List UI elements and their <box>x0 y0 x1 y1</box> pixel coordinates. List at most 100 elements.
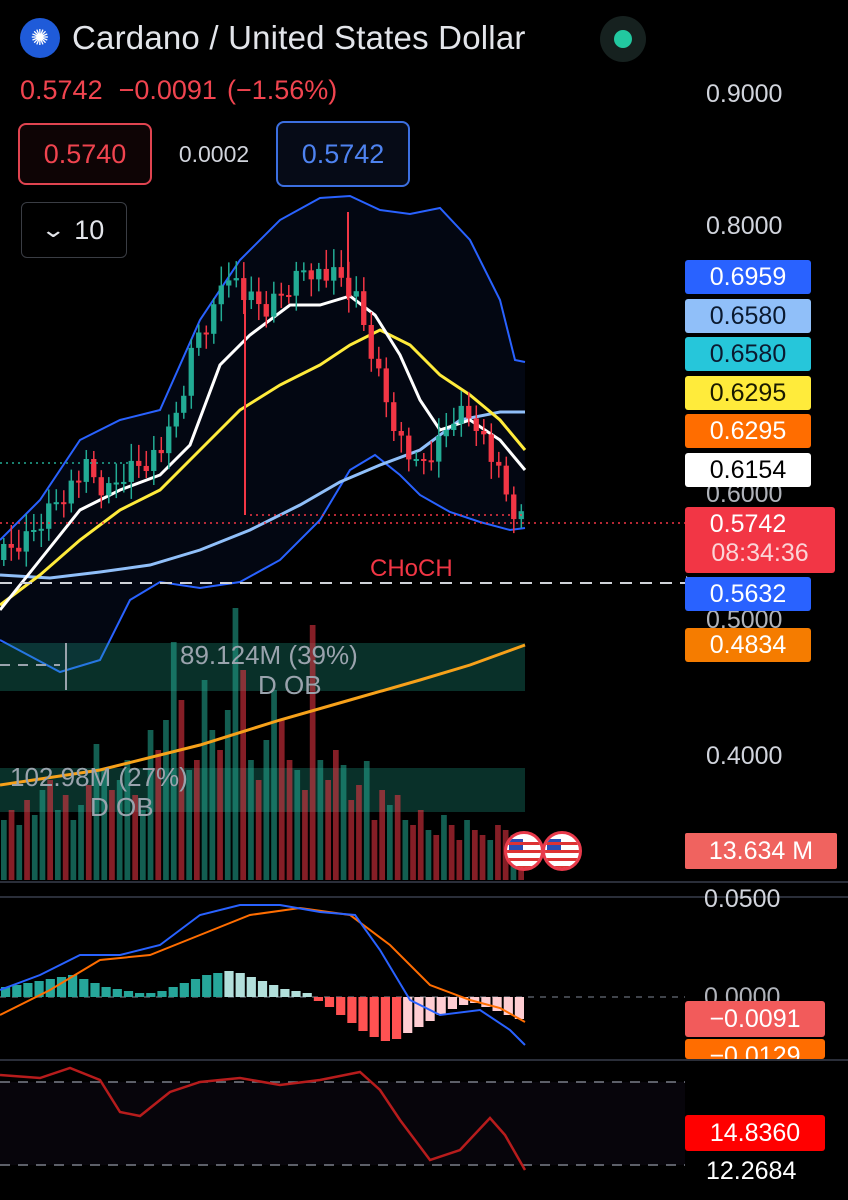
candle-body <box>158 449 164 454</box>
candle-body <box>233 278 239 281</box>
price-candles <box>1 212 524 567</box>
macd-panel <box>0 896 848 1046</box>
macd-histogram-bar <box>23 983 33 997</box>
candle-body <box>451 423 457 430</box>
market-open-dot-icon[interactable] <box>600 16 646 62</box>
candle-body <box>61 502 67 505</box>
bb-fill <box>0 196 525 672</box>
spread-value: 0.0002 <box>178 140 250 167</box>
candle-body <box>338 267 344 278</box>
candle-body <box>121 481 127 484</box>
candle-body <box>203 332 209 335</box>
macd-histogram-bar <box>470 997 480 1003</box>
candle-body <box>481 431 487 435</box>
volume-bar <box>31 815 38 880</box>
volume-bar <box>101 770 108 880</box>
macd-histogram-bar <box>157 991 167 997</box>
volume-bar <box>340 765 347 880</box>
signal-line <box>0 906 526 1023</box>
axis-tick-0: 0.9000 <box>706 80 783 108</box>
us-flag-event-icon[interactable] <box>504 831 544 871</box>
candle-body <box>466 405 472 419</box>
volume-bar <box>479 835 486 880</box>
macd-histogram-bar <box>202 975 212 997</box>
last-price-tag: 0.5742 08:34:36 <box>685 507 835 573</box>
candle-body <box>331 267 337 281</box>
volume-bar <box>39 790 46 880</box>
volume-bar <box>194 760 200 880</box>
price-tag-bb-mid: 0.6580 <box>685 337 811 371</box>
volume-bar <box>278 720 285 880</box>
volume-bar <box>464 820 470 880</box>
volume-bar <box>255 780 262 880</box>
candle-body <box>256 291 262 305</box>
sell-button[interactable]: 0.5740 <box>18 123 152 185</box>
volume-bar <box>55 810 61 880</box>
buy-button[interactable]: 0.5742 <box>276 121 410 187</box>
candle-body <box>308 270 314 280</box>
order-block-1-label: 89.124M (39%) <box>180 640 358 670</box>
volume-bars <box>0 608 848 883</box>
volume-bar <box>240 670 246 880</box>
symbol-header[interactable]: ✺ Cardano / United States Dollar <box>20 18 526 58</box>
bid-ask-panel: 0.5740 0.0002 0.5742 <box>18 121 410 187</box>
volume-bar <box>441 815 447 880</box>
last-price-tag-value: 0.5742 <box>709 510 787 538</box>
volume-bar <box>294 770 301 880</box>
candle-body <box>136 460 142 466</box>
macd-histogram-bar <box>380 997 390 1041</box>
candle-body <box>391 402 397 431</box>
volume-bar <box>232 608 239 880</box>
rsi-value-tag: 14.8360 <box>685 1115 825 1151</box>
candle-body <box>8 544 14 548</box>
macd-histogram-bar <box>291 991 301 997</box>
signal-value-tag: −0.0129 <box>685 1039 825 1059</box>
us-flag-event-icon[interactable] <box>542 831 582 871</box>
volume-bar <box>124 760 131 880</box>
candle-body <box>128 460 134 482</box>
volume-value-tag: 13.634 M <box>685 833 837 869</box>
volume-bar <box>116 780 123 880</box>
candle-body <box>458 405 464 424</box>
macd-histogram-bar <box>336 997 346 1015</box>
volume-bar <box>16 825 23 880</box>
volume-bar <box>425 830 432 880</box>
order-block-1 <box>0 643 525 691</box>
candle-body <box>406 435 412 460</box>
volume-bar <box>132 795 138 880</box>
volume-bar <box>70 820 77 880</box>
candle-body <box>263 304 269 317</box>
candle-body <box>83 459 89 482</box>
cardano-logo-icon: ✺ <box>20 18 60 58</box>
volume-bar <box>379 790 385 880</box>
volume-bar <box>263 740 270 880</box>
volume-bar <box>140 810 146 880</box>
macd-histogram-bar <box>168 987 178 997</box>
volume-bar <box>201 680 208 880</box>
volume-bar <box>170 642 177 880</box>
volume-bar <box>371 820 378 880</box>
macd-histogram-bar <box>135 993 145 997</box>
volume-bar <box>85 785 92 880</box>
macd-histogram-bar <box>123 991 134 997</box>
macd-histogram-bar <box>347 997 357 1023</box>
candle-body <box>211 304 217 334</box>
candle-body <box>428 460 434 463</box>
macd-line <box>0 904 526 1046</box>
macd-histogram-bar <box>235 973 245 997</box>
volume-bar <box>356 785 362 880</box>
candle-body <box>488 434 494 462</box>
volume-bar <box>224 710 231 880</box>
macd-histogram-bar <box>280 989 290 997</box>
macd-histogram-bar <box>459 997 469 1005</box>
rsi-band <box>0 1082 685 1165</box>
macd-histogram-bar <box>146 993 156 997</box>
volume-bar <box>1 820 7 880</box>
interval-value: 10 <box>74 214 105 245</box>
macd-histogram-bar <box>224 971 234 997</box>
candle-body <box>398 431 404 436</box>
volume-bar <box>333 750 339 880</box>
interval-selector[interactable]: ⌄ 10 <box>21 202 127 258</box>
candle-body <box>413 459 419 461</box>
